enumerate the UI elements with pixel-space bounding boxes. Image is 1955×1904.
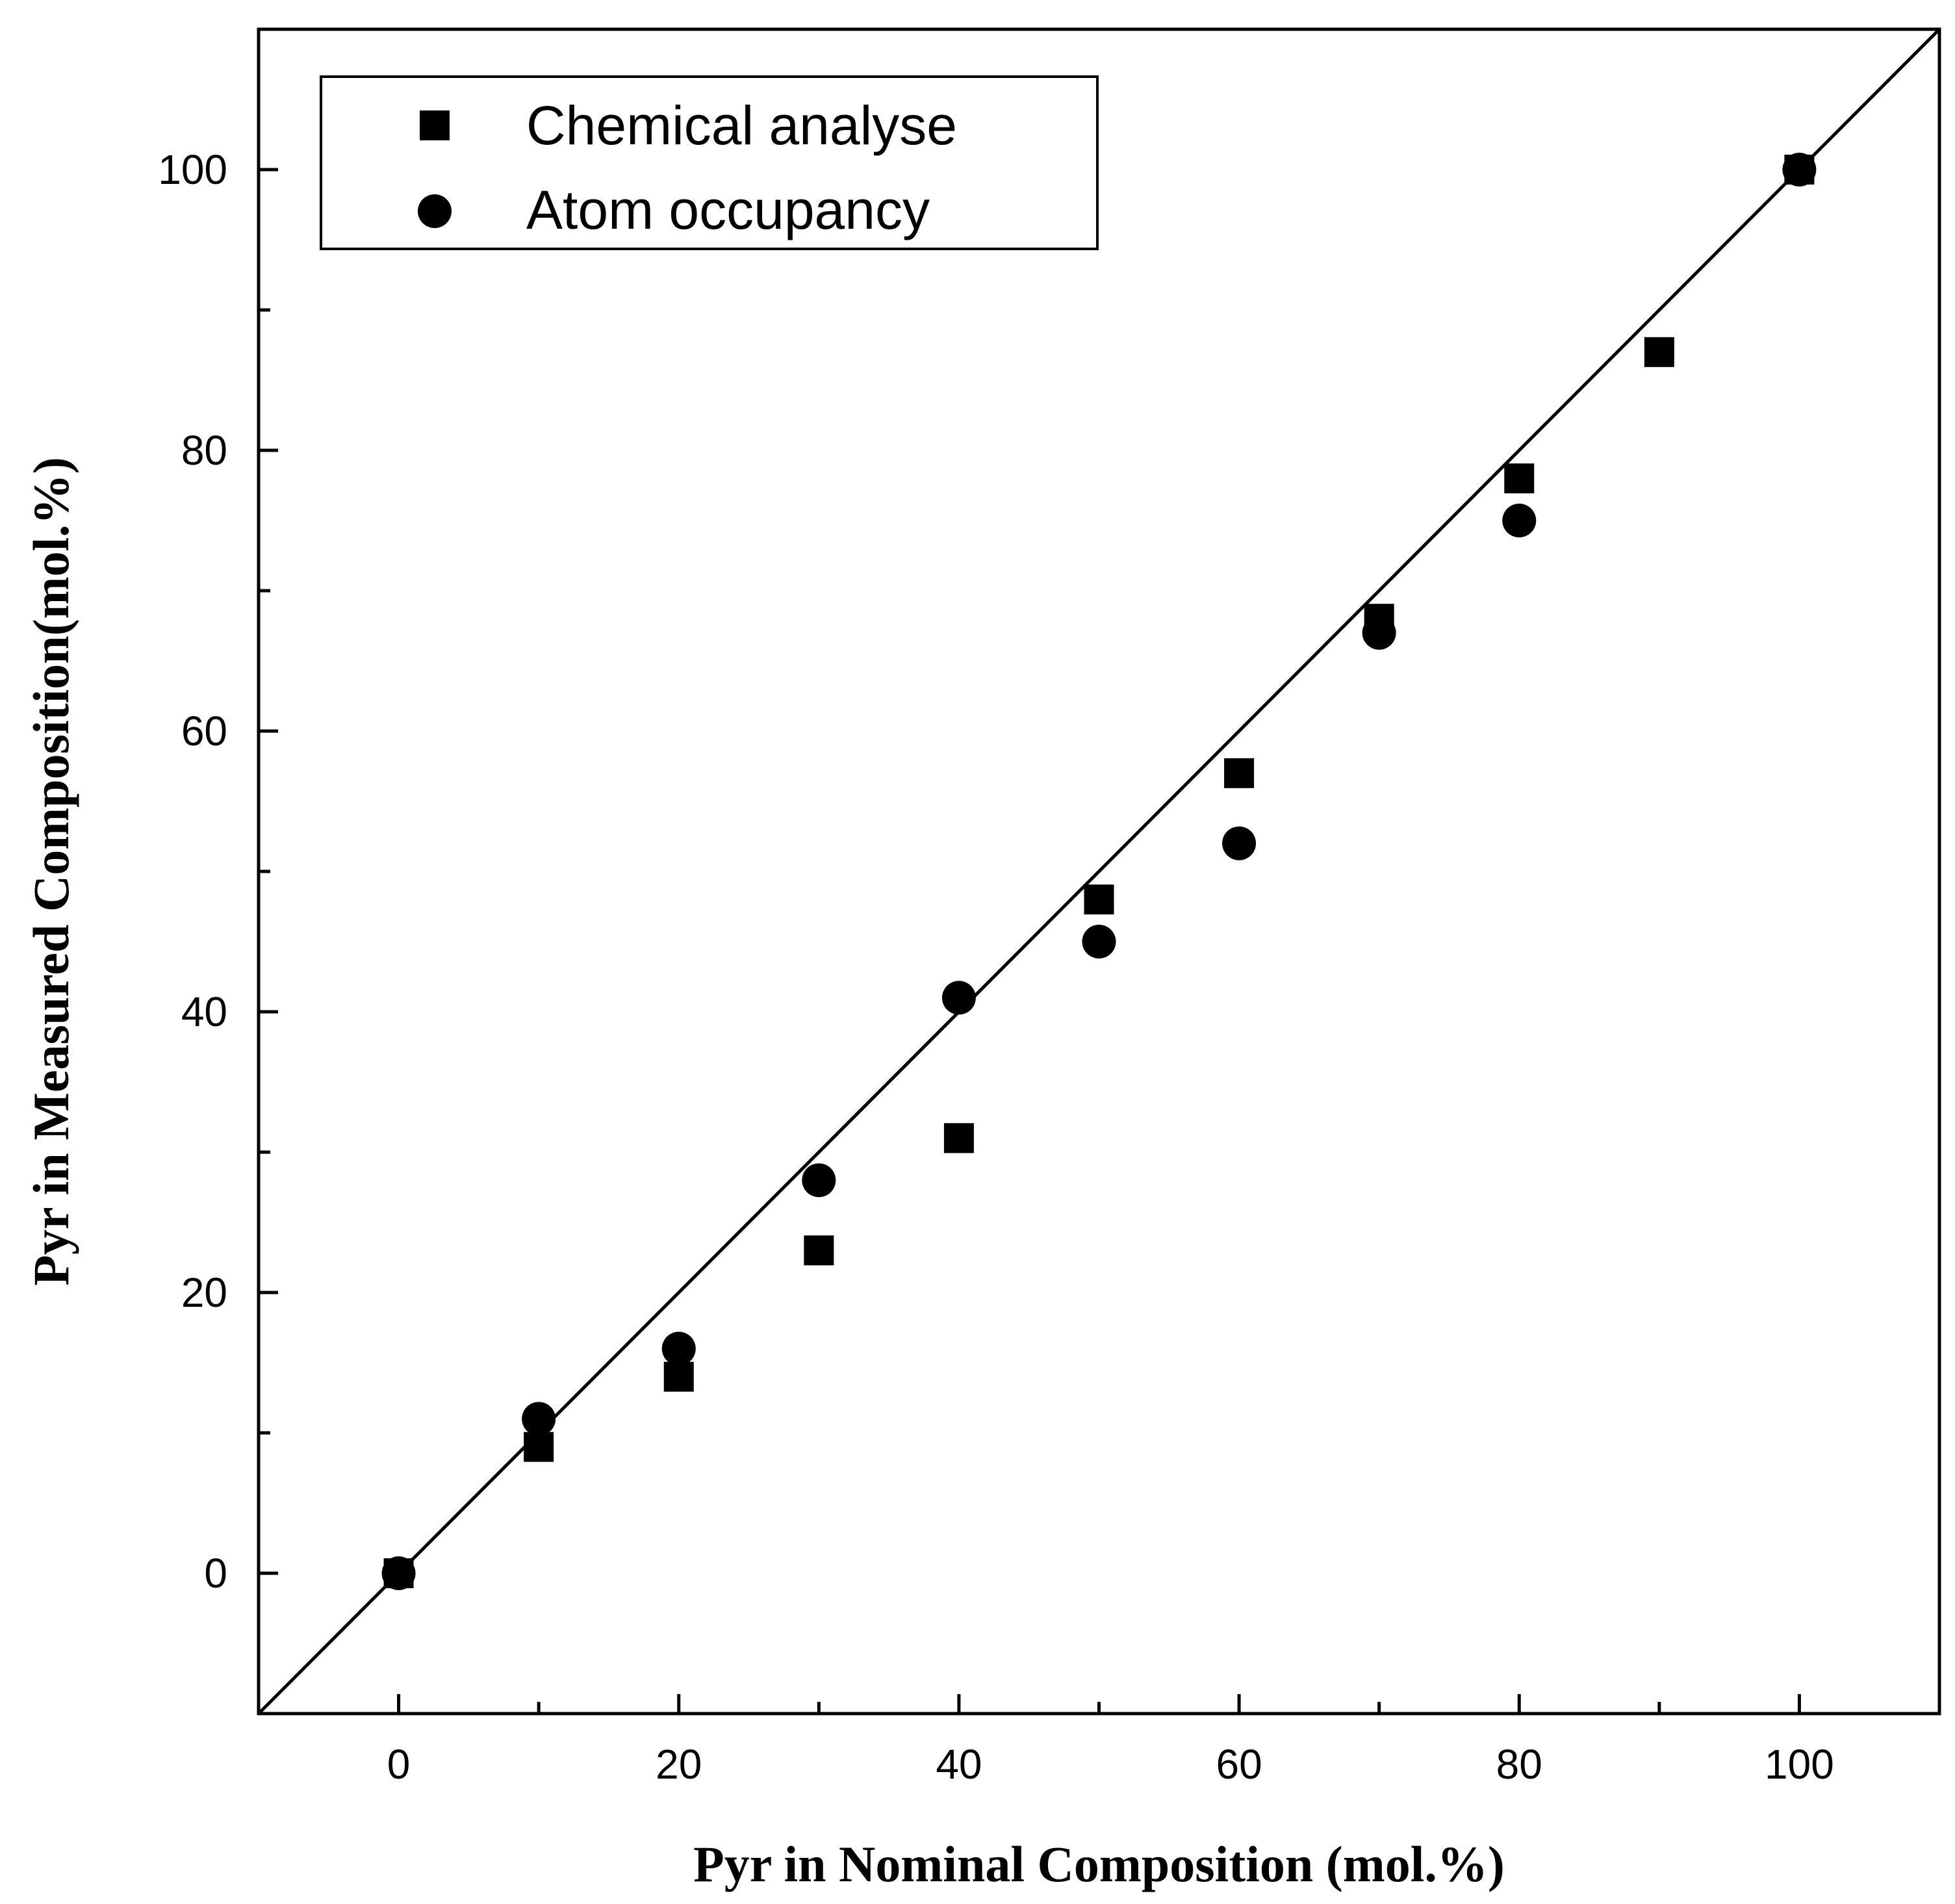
point-chemical-analyse xyxy=(1504,463,1535,494)
point-atom-occupancy xyxy=(1782,153,1817,187)
y-tick-label: 40 xyxy=(181,988,227,1035)
x-tick-label: 80 xyxy=(1496,1741,1542,1788)
point-atom-occupancy xyxy=(522,1402,556,1436)
point-chemical-analyse xyxy=(663,1361,694,1392)
x-tick-label: 20 xyxy=(656,1741,702,1788)
x-tick-label: 100 xyxy=(1765,1741,1834,1788)
point-atom-occupancy xyxy=(1502,504,1537,537)
point-chemical-analyse xyxy=(804,1235,834,1266)
y-tick-label: 20 xyxy=(181,1269,227,1316)
y-axis-title: Pyr in Measured Composition(mol.%) xyxy=(23,457,79,1285)
point-atom-occupancy xyxy=(802,1163,836,1198)
x-axis-title: Pyr in Nominal Composition (mol.%) xyxy=(693,1836,1505,1892)
point-chemical-analyse xyxy=(1224,758,1255,788)
legend: Chemical analyse Atom occupancy xyxy=(320,75,1099,250)
point-chemical-analyse xyxy=(524,1432,554,1462)
point-atom-occupancy xyxy=(1222,826,1257,860)
x-tick-label: 60 xyxy=(1216,1741,1262,1788)
legend-label-chemical-analyse: Chemical analyse xyxy=(526,95,957,156)
axis-ticks xyxy=(259,168,1801,1714)
y-tick-label: 0 xyxy=(204,1550,227,1597)
x-tick-label: 0 xyxy=(387,1741,411,1788)
legend-square-marker xyxy=(420,110,450,140)
legend-box xyxy=(320,75,1099,250)
point-chemical-analyse xyxy=(1644,337,1674,367)
legend-label-atom-occupancy: Atom occupancy xyxy=(526,179,930,240)
legend-circle-marker xyxy=(418,194,452,228)
point-chemical-analyse xyxy=(1084,884,1114,915)
plot-frame xyxy=(257,27,1941,1716)
y-tick-label: 60 xyxy=(181,708,227,754)
point-atom-occupancy xyxy=(1362,615,1396,650)
point-chemical-analyse xyxy=(943,1123,974,1153)
point-atom-occupancy xyxy=(941,981,976,1015)
point-atom-occupancy xyxy=(1082,925,1116,958)
tick-labels: 0 20 40 60 80 100 0 20 40 60 80 100 xyxy=(158,146,1834,1788)
y-tick-label: 80 xyxy=(181,427,227,474)
data-points xyxy=(381,153,1817,1590)
y-tick-label: 100 xyxy=(158,146,227,193)
point-atom-occupancy xyxy=(661,1332,696,1366)
point-atom-occupancy xyxy=(381,1556,416,1590)
x-tick-label: 40 xyxy=(936,1741,982,1788)
